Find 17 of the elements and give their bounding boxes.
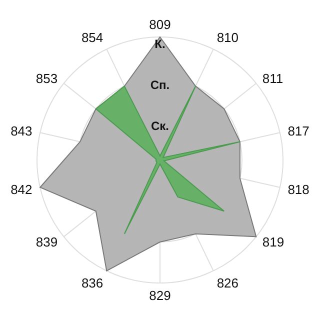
spoke-label: 811 bbox=[262, 70, 284, 86]
spoke-label: 843 bbox=[10, 123, 32, 138]
spoke-label: 818 bbox=[288, 182, 310, 197]
spoke-label: 836 bbox=[81, 275, 104, 290]
spoke-label: 819 bbox=[262, 234, 284, 250]
spoke-label: 839 bbox=[36, 234, 58, 250]
spoke-label: 842 bbox=[10, 182, 32, 197]
spoke-label: 810 bbox=[216, 30, 239, 45]
spoke-label: 817 bbox=[288, 123, 310, 138]
spoke-label: 809 bbox=[149, 17, 171, 32]
y-tick-label: К. bbox=[154, 37, 166, 51]
y-tick-label: Сп. bbox=[150, 78, 170, 92]
y-tick-label: Ск. bbox=[150, 119, 170, 133]
spoke-label: 829 bbox=[149, 288, 171, 304]
spoke-label: 826 bbox=[216, 275, 239, 290]
spoke-label: 853 bbox=[36, 70, 58, 86]
spoke-label: 854 bbox=[81, 30, 104, 45]
